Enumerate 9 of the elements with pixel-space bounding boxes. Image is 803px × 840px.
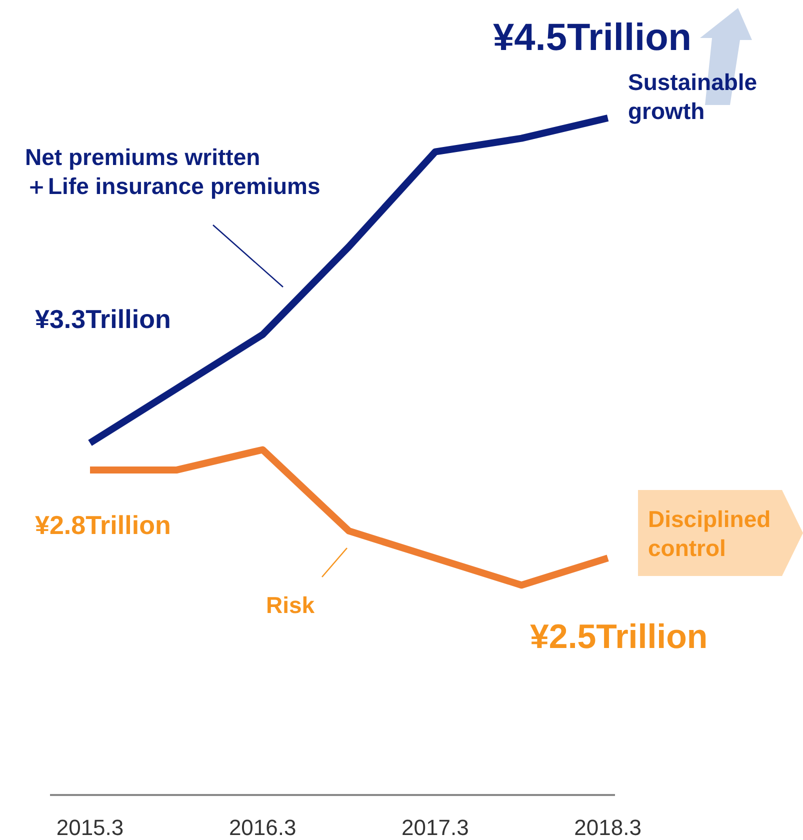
x-tick-label: 2018.3 xyxy=(574,815,642,840)
annotation: Risk xyxy=(266,592,315,618)
annotation: ¥2.5Trillion xyxy=(530,618,708,656)
x-tick-label: 2015.3 xyxy=(56,815,124,840)
x-tick-label: 2016.3 xyxy=(228,815,296,840)
x-tick-label: 2017.3 xyxy=(402,815,469,840)
text: Sustainable growth xyxy=(628,69,758,124)
text: Disciplined control xyxy=(648,506,771,561)
text: ¥4.5Trillion xyxy=(493,17,692,59)
